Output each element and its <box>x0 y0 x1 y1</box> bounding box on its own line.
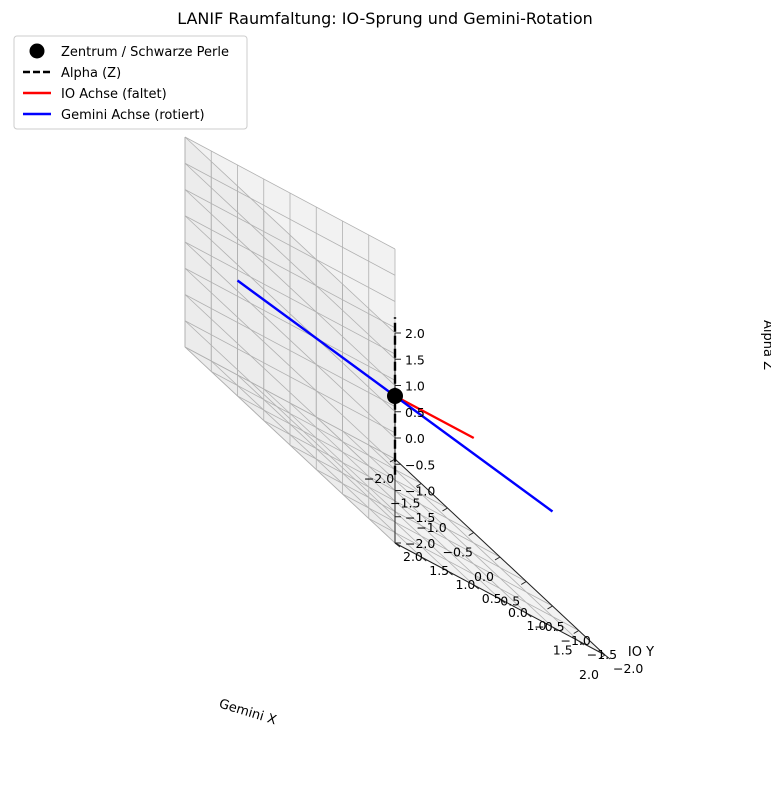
y-tick-label: 1.0 <box>456 577 476 592</box>
z-tick-label: 0.0 <box>405 431 425 446</box>
grid-line <box>368 518 579 631</box>
y-tick-label: 0.5 <box>482 591 502 606</box>
x-tick-label: −1.5 <box>390 496 420 511</box>
y-tick-mark <box>420 556 427 562</box>
y-tick-mark <box>578 640 585 646</box>
series-point <box>387 388 403 404</box>
z-tick-label: −2.0 <box>405 536 435 551</box>
legend-frame <box>13 35 248 130</box>
grid-line <box>184 136 396 250</box>
legend-label: Alpha (Z) <box>61 66 121 81</box>
x-tick-label: 0.5 <box>500 594 520 609</box>
z-tick-label: 1.5 <box>405 352 425 367</box>
x-tick-label: 1.0 <box>527 618 547 633</box>
y-tick-mark <box>394 542 401 548</box>
x-tick-label: −2.0 <box>364 471 394 486</box>
z-tick-label: 0.5 <box>405 405 425 420</box>
y-tick-label: −1.0 <box>561 633 591 648</box>
y-tick-label: 0.0 <box>508 605 528 620</box>
y-tick-mark <box>447 570 453 576</box>
z-tick-label: 2.0 <box>405 326 425 341</box>
x-tick-label: 2.0 <box>579 667 599 682</box>
y-tick-label: −0.5 <box>534 619 564 634</box>
grid-line <box>184 162 396 360</box>
x-tick-label: 0.0 <box>474 569 494 584</box>
x-tick-label: 1.5 <box>553 643 573 658</box>
tick-labels: −2.0−2.0−2.0−1.5−1.5−1.5−1.0−1.0−1.0−0.5… <box>364 326 644 682</box>
grid-line <box>210 360 422 558</box>
y-axis-label: IO Y <box>628 645 654 660</box>
y-tick-label: −1.5 <box>587 647 617 662</box>
series-line <box>394 394 475 440</box>
y-tick-mark <box>525 612 532 618</box>
legend-marker <box>29 43 45 59</box>
grid-line <box>342 493 553 607</box>
y-tick-label: 1.5 <box>429 563 449 578</box>
grid-line <box>184 241 396 355</box>
x-tick-mark <box>547 605 553 610</box>
x-axis-label: Gemini X <box>217 697 278 729</box>
grid-line <box>184 241 396 439</box>
grid-line <box>184 215 396 329</box>
legend-label: IO Achse (faltet) <box>61 87 167 102</box>
series-layer <box>236 279 554 513</box>
grid-line <box>237 374 448 572</box>
y-tick-mark <box>499 598 506 604</box>
x-tick-mark <box>415 483 422 487</box>
x-tick-mark <box>494 556 501 561</box>
x-tick-mark <box>599 654 606 659</box>
y-tick-mark <box>552 626 558 632</box>
z-tick-label: −1.0 <box>405 484 435 499</box>
z-axis-label: Alpha Z <box>760 320 771 370</box>
legend-label: Zentrum / Schwarze Perle <box>61 45 229 60</box>
grid-line <box>184 215 396 413</box>
legend: Zentrum / Schwarze Perle Alpha (Z) IO Achs… <box>13 35 248 130</box>
x-tick-mark <box>573 630 580 634</box>
x-tick-mark <box>442 507 448 512</box>
z-tick-label: 1.0 <box>405 379 425 394</box>
grid-line <box>316 469 527 582</box>
x-tick-mark <box>520 581 527 585</box>
z-tick-label: −0.5 <box>405 457 435 472</box>
x-tick-label: −1.0 <box>416 520 446 535</box>
grid-line <box>184 346 396 544</box>
grid-line <box>184 162 396 276</box>
y-tick-label: −2.0 <box>613 661 643 676</box>
grid-line <box>184 189 396 302</box>
y-tick-label: 2.0 <box>403 549 423 564</box>
y-tick-mark <box>473 584 480 590</box>
chart-title: LANIF Raumfaltung: IO-Sprung und Gemini-… <box>177 9 593 28</box>
y-tick-mark <box>604 654 611 660</box>
x-tick-label: −0.5 <box>443 545 473 560</box>
x-tick-mark <box>468 532 475 536</box>
z-tick-label: −1.5 <box>405 510 435 525</box>
grid-line <box>184 189 396 386</box>
grid-line <box>184 136 396 334</box>
legend-label: Gemini Achse (rotiert) <box>61 108 205 123</box>
